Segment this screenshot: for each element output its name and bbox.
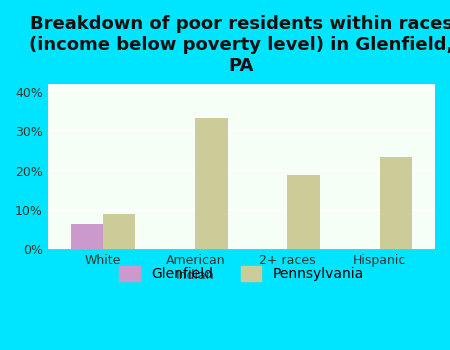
Legend: Glenfield, Pennsylvania: Glenfield, Pennsylvania (112, 259, 371, 288)
Title: Breakdown of poor residents within races
(income below poverty level) in Glenfie: Breakdown of poor residents within races… (29, 15, 450, 75)
Bar (71, 224, 103, 249)
Bar (380, 157, 412, 249)
Bar (103, 214, 135, 249)
Bar (288, 175, 320, 249)
Bar (195, 118, 228, 249)
